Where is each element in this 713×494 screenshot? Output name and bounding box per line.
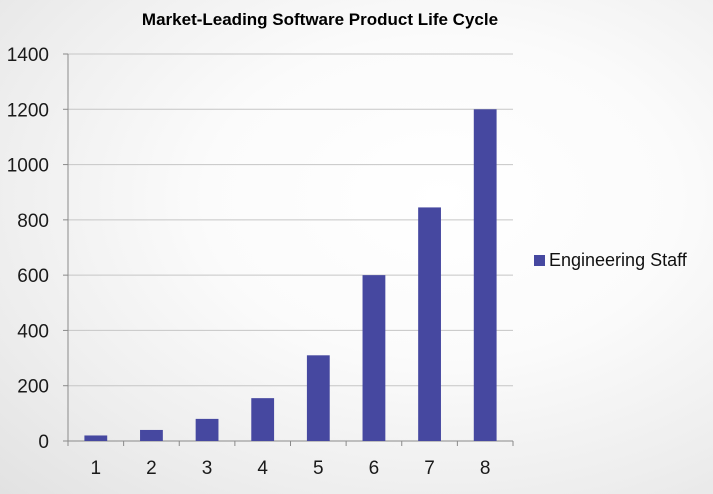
chart-title: Market-Leading Software Product Life Cyc… xyxy=(141,10,499,29)
y-tick-label: 200 xyxy=(17,377,49,398)
y-tick-label: 800 xyxy=(17,211,49,232)
y-tick-label: 0 xyxy=(38,432,49,453)
bar-4 xyxy=(251,398,275,441)
axes xyxy=(63,53,514,446)
bars xyxy=(84,109,497,442)
legend-label: Engineering Staff xyxy=(549,250,687,270)
gridlines xyxy=(68,53,513,387)
x-tick-label: 2 xyxy=(146,458,157,479)
legend: Engineering Staff xyxy=(534,250,687,271)
bar-6 xyxy=(362,275,386,441)
x-tick-label: 5 xyxy=(313,458,324,479)
bar-3 xyxy=(195,418,219,441)
y-tick-label: 400 xyxy=(17,321,49,342)
legend-swatch xyxy=(534,255,545,266)
x-tick-label: 1 xyxy=(91,458,102,479)
bar-1 xyxy=(84,435,108,441)
x-tick-label: 3 xyxy=(202,458,213,479)
x-tick-label: 6 xyxy=(369,458,380,479)
y-tick-labels: 0 200 400 600 800 1000 1200 1400 xyxy=(7,45,49,453)
x-tick-labels: 1 2 3 4 5 6 7 8 xyxy=(91,458,491,479)
y-tick-label: 1400 xyxy=(7,45,49,66)
bar-5 xyxy=(306,355,330,441)
bar-8 xyxy=(473,109,497,442)
y-tick-label: 600 xyxy=(17,266,49,287)
bar-7 xyxy=(418,207,441,441)
bar-2 xyxy=(140,429,163,441)
x-tick-label: 8 xyxy=(480,458,491,479)
x-tick-label: 7 xyxy=(424,458,435,479)
y-tick-label: 1200 xyxy=(7,100,49,121)
x-tick-label: 4 xyxy=(257,458,268,479)
y-tick-label: 1000 xyxy=(7,156,49,177)
